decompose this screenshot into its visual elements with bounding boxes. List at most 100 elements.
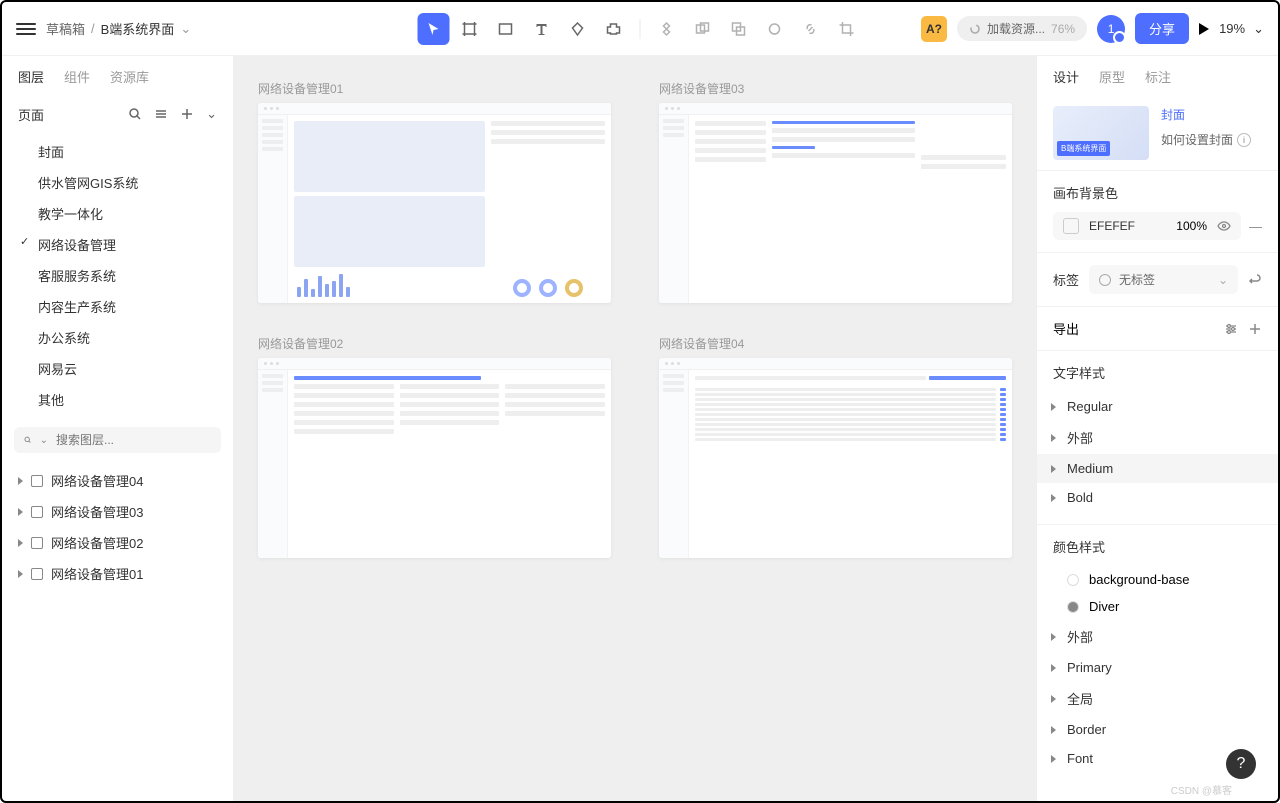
- color-styles-title: 颜色样式: [1053, 537, 1262, 556]
- cover-help-link[interactable]: 如何设置封面: [1161, 131, 1233, 148]
- undo-icon[interactable]: [1248, 273, 1262, 287]
- text-tool[interactable]: [526, 13, 558, 45]
- bg-swatch[interactable]: [1063, 218, 1079, 234]
- tab-design[interactable]: 设计: [1053, 67, 1079, 86]
- cover-link[interactable]: 封面: [1161, 106, 1251, 123]
- pen-tool[interactable]: [562, 13, 594, 45]
- spinner-icon: [969, 23, 981, 35]
- artboard[interactable]: [659, 103, 1012, 303]
- text-style-item[interactable]: Bold: [1037, 483, 1278, 512]
- bg-hex[interactable]: EFEFEF: [1089, 219, 1166, 233]
- color-swatch-item[interactable]: Diver: [1037, 593, 1278, 620]
- chevron-down-icon[interactable]: ⌄: [206, 106, 217, 122]
- search-icon[interactable]: [128, 107, 142, 121]
- layer-item[interactable]: 网络设备管理03: [2, 496, 233, 527]
- expand-icon: [1051, 633, 1056, 641]
- artboard[interactable]: [258, 358, 611, 558]
- link-tool[interactable]: [795, 13, 827, 45]
- ellipse-tool[interactable]: [759, 13, 791, 45]
- share-button[interactable]: 分享: [1135, 13, 1189, 44]
- artboard-label[interactable]: 网络设备管理03: [659, 80, 1012, 97]
- info-icon[interactable]: i: [1237, 133, 1251, 147]
- tab-components[interactable]: 组件: [64, 67, 90, 86]
- page-item[interactable]: 内容生产系统: [2, 291, 233, 322]
- expand-icon[interactable]: [18, 539, 23, 547]
- page-item[interactable]: 办公系统: [2, 322, 233, 353]
- left-tabs: 图层 组件 资源库: [2, 56, 233, 96]
- expand-icon[interactable]: [18, 508, 23, 516]
- expand-icon: [1051, 695, 1056, 703]
- layer-item[interactable]: 网络设备管理02: [2, 527, 233, 558]
- mask-tool[interactable]: [687, 13, 719, 45]
- move-tool[interactable]: [418, 13, 450, 45]
- play-button[interactable]: [1199, 23, 1209, 35]
- component-tool[interactable]: [651, 13, 683, 45]
- tab-layers[interactable]: 图层: [18, 67, 44, 86]
- color-group-item[interactable]: 外部: [1037, 620, 1278, 653]
- breadcrumb-current[interactable]: B端系统界面: [101, 19, 175, 38]
- artboard-label[interactable]: 网络设备管理02: [258, 335, 611, 352]
- bg-opacity[interactable]: 100%: [1176, 219, 1207, 233]
- tab-assets[interactable]: 资源库: [110, 67, 149, 86]
- color-swatch-item[interactable]: background-base: [1037, 566, 1278, 593]
- expand-icon: [1051, 755, 1056, 763]
- tag-section-title: 标签: [1053, 270, 1079, 289]
- text-style-item[interactable]: Medium: [1037, 454, 1278, 483]
- expand-icon: [1051, 434, 1056, 442]
- right-tabs: 设计 原型 标注: [1037, 56, 1278, 96]
- search-input[interactable]: [56, 433, 211, 447]
- user-avatar[interactable]: 1: [1097, 15, 1125, 43]
- settings-icon[interactable]: [1224, 322, 1238, 336]
- breadcrumb: 草稿箱 / B端系统界面 ⌄: [46, 19, 191, 38]
- crop-tool[interactable]: [831, 13, 863, 45]
- page-item[interactable]: 客服服务系统: [2, 260, 233, 291]
- expand-icon: [1051, 465, 1056, 473]
- color-group-item[interactable]: Primary: [1037, 653, 1278, 682]
- breadcrumb-root[interactable]: 草稿箱: [46, 19, 85, 38]
- canvas[interactable]: 网络设备管理01 网络设备管理03 网络设备管理02 网络设备管理04: [234, 56, 1036, 801]
- artboard[interactable]: [258, 103, 611, 303]
- chevron-down-icon[interactable]: ⌄: [180, 21, 191, 37]
- menu-button[interactable]: [16, 23, 36, 35]
- remove-icon[interactable]: —: [1249, 219, 1262, 234]
- frame-tool[interactable]: [454, 13, 486, 45]
- tab-inspect[interactable]: 标注: [1145, 67, 1171, 86]
- a-badge[interactable]: A?: [921, 16, 947, 42]
- tab-prototype[interactable]: 原型: [1099, 67, 1125, 86]
- frame-icon: [31, 537, 43, 549]
- layer-item[interactable]: 网络设备管理04: [2, 465, 233, 496]
- list-icon[interactable]: [154, 107, 168, 121]
- plus-icon[interactable]: [180, 107, 194, 121]
- expand-icon[interactable]: [18, 477, 23, 485]
- toolbar-center: [418, 13, 863, 45]
- page-item[interactable]: 网络设备管理: [2, 229, 233, 260]
- color-swatch-icon: [1067, 601, 1079, 613]
- cover-thumbnail[interactable]: B端系统界面: [1053, 106, 1149, 160]
- zoom-control[interactable]: 19% ⌄: [1219, 21, 1264, 37]
- page-item[interactable]: 教学一体化: [2, 198, 233, 229]
- artboard-label[interactable]: 网络设备管理04: [659, 335, 1012, 352]
- boolean-tool[interactable]: [723, 13, 755, 45]
- text-style-item[interactable]: 外部: [1037, 421, 1278, 454]
- visibility-icon[interactable]: [1217, 219, 1231, 233]
- page-item[interactable]: 封面: [2, 136, 233, 167]
- rect-tool[interactable]: [490, 13, 522, 45]
- layer-search[interactable]: ⌄: [14, 427, 221, 453]
- frame-icon: [31, 568, 43, 580]
- color-group-item[interactable]: 全局: [1037, 682, 1278, 715]
- plugin-tool[interactable]: [598, 13, 630, 45]
- expand-icon[interactable]: [18, 570, 23, 578]
- artboard-label[interactable]: 网络设备管理01: [258, 80, 611, 97]
- loading-indicator: 加载资源... 76%: [957, 16, 1087, 41]
- color-group-item[interactable]: Border: [1037, 715, 1278, 744]
- page-item[interactable]: 供水管网GIS系统: [2, 167, 233, 198]
- page-item[interactable]: 网易云: [2, 353, 233, 384]
- help-fab[interactable]: ?: [1226, 749, 1256, 779]
- tag-select[interactable]: 无标签 ⌄: [1089, 265, 1238, 294]
- text-style-item[interactable]: Regular: [1037, 392, 1278, 421]
- layer-item[interactable]: 网络设备管理01: [2, 558, 233, 589]
- watermark: CSDN @慕客: [1171, 782, 1232, 797]
- artboard[interactable]: [659, 358, 1012, 558]
- page-item[interactable]: 其他: [2, 384, 233, 415]
- plus-icon[interactable]: [1248, 322, 1262, 336]
